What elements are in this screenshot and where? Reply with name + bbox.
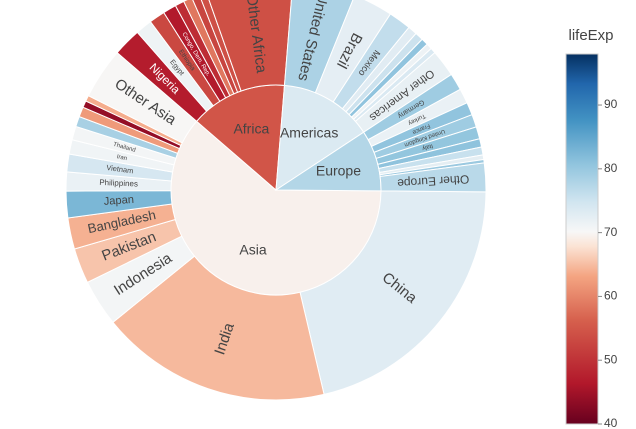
- country-label: Philippines: [99, 178, 138, 189]
- country-label: Italy: [421, 142, 433, 151]
- colorbar-tick-label: 60: [604, 289, 618, 303]
- colorbar-gradient: [565, 53, 599, 425]
- country-segment-india[interactable]: [112, 255, 325, 401]
- colorbar-tick-label: 90: [604, 97, 618, 111]
- colorbar-tick-label: 70: [604, 225, 618, 239]
- sunburst-rings: AsiaChinaIndiaIndonesiaPakistanBanglades…: [65, 0, 487, 401]
- country-label: Iran: [116, 154, 127, 162]
- country-label: Vietnam: [106, 163, 134, 175]
- colorbar-title: lifeExp: [568, 27, 613, 44]
- continent-label: Asia: [239, 242, 266, 258]
- colorbar: lifeExp 40 50 60 70 80 90: [565, 27, 618, 429]
- colorbar-tick-label: 80: [604, 161, 618, 175]
- country-segment-china[interactable]: [299, 190, 487, 396]
- colorbar-tick-label: 50: [604, 352, 618, 366]
- country-segment-united-states[interactable]: [283, 0, 354, 94]
- continent-label: Americas: [280, 125, 338, 141]
- continent-label: Europe: [316, 162, 361, 178]
- colorbar-ticks: 40 50 60 70 80 90: [598, 97, 618, 429]
- country-label: Japan: [103, 194, 134, 208]
- colorbar-tick-label: 40: [604, 416, 618, 429]
- country-segment-other-africa[interactable]: [206, 0, 293, 92]
- country-segment-other-europe[interactable]: [379, 162, 487, 193]
- country-label: Other Europe: [397, 172, 470, 190]
- continent-label: Africa: [233, 120, 269, 136]
